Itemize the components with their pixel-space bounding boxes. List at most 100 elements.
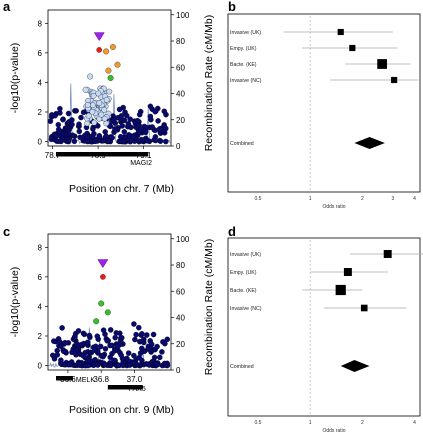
snp-point (112, 347, 118, 354)
ld-point (90, 93, 97, 99)
x-tick-label: 1 (309, 196, 312, 202)
snp-point (92, 138, 99, 144)
snp-point (111, 117, 117, 124)
highlight-point (105, 67, 112, 74)
snp-point (55, 121, 62, 128)
snp-point (161, 108, 168, 115)
lead-snp-triangle (93, 32, 105, 42)
snp-point (147, 103, 154, 110)
snp-point (91, 347, 98, 353)
plot-frame (47, 233, 172, 371)
snp-point (47, 118, 54, 124)
snp-point (51, 338, 57, 344)
x-tick-label: 2 (361, 420, 364, 426)
snp-point (163, 138, 169, 145)
row-label: Bacte. (KE) (230, 288, 257, 294)
snp-point (139, 345, 145, 352)
snp-point (65, 138, 72, 145)
snp-point (55, 336, 62, 342)
lead-snp-triangle (97, 259, 109, 269)
snp-point (80, 330, 87, 337)
ld-point (84, 120, 91, 127)
ld-point (85, 112, 92, 119)
snp-point (119, 123, 126, 129)
y-tick-label: 2 (38, 332, 43, 341)
y-tick-label: 6 (38, 49, 43, 58)
snp-point (113, 330, 120, 336)
snp-point (48, 136, 55, 143)
snp-point (69, 121, 75, 128)
snp-point (96, 132, 103, 139)
snp-point (90, 126, 96, 132)
snp-point (137, 338, 143, 345)
odds-ratio-box (343, 268, 352, 276)
ld-point (95, 90, 102, 97)
y2-tick-label: 40 (176, 90, 185, 99)
snp-point (136, 122, 142, 129)
y2-tick-label: 0 (176, 366, 181, 375)
x-tick-label: 4 (413, 196, 416, 202)
highlight-point (109, 44, 116, 51)
y2-tick-label: 60 (176, 287, 185, 296)
snp-point (121, 129, 128, 135)
snp-point (116, 106, 123, 113)
snp-point (139, 331, 145, 337)
y2-tick-label: 60 (176, 63, 185, 72)
snp-point (136, 324, 142, 331)
plot-frame (227, 13, 421, 193)
row-label: Empy. (UK) (230, 270, 257, 276)
x-tick-label: 36.8 (93, 375, 109, 384)
ld-point (101, 106, 108, 113)
ld-point (90, 102, 96, 109)
snp-point (50, 352, 56, 359)
snp-point (112, 126, 118, 132)
y2-tick-label: 100 (176, 11, 190, 20)
snp-point (136, 111, 143, 118)
lead-snp-replication (96, 47, 102, 53)
x-axis-title: Odds ratio (322, 428, 345, 434)
odds-ratio-box (383, 250, 392, 258)
plot-frame (227, 237, 421, 417)
snp-point (140, 137, 146, 143)
snp-point (100, 353, 106, 360)
snp-point (144, 137, 151, 144)
snp-point (107, 327, 114, 333)
snp-point (85, 362, 91, 369)
snp-point (118, 352, 124, 358)
snp-point (125, 350, 132, 356)
snp-point (76, 121, 82, 127)
snp-point (58, 138, 64, 145)
y-tick-label: 8 (38, 19, 43, 28)
snp-point (74, 341, 81, 347)
snp-point (102, 362, 109, 368)
plot-frame (47, 9, 172, 147)
gene-label: PAX5 (128, 386, 145, 393)
row-label: Invasive (NC) (230, 306, 262, 312)
snp-point (146, 362, 152, 368)
combined-label: Combined (230, 141, 254, 147)
row-label: Invasive (UK) (230, 30, 261, 36)
snp-point (105, 337, 111, 344)
snp-point (90, 362, 97, 369)
highlight-point (114, 61, 121, 68)
snp-point (84, 339, 91, 346)
snp-point (120, 138, 127, 145)
ld-point (106, 88, 113, 95)
y2-tick-label: 80 (176, 261, 185, 270)
snp-point (162, 340, 168, 347)
snp-point (62, 362, 69, 368)
snp-point (147, 113, 154, 120)
highlight-point (107, 74, 114, 81)
y-axis-title: -log10(p-value) (9, 43, 21, 114)
snp-point (120, 362, 126, 369)
odds-ratio-box (391, 76, 398, 84)
x-axis-title: Position on chr. 9 (Mb) (69, 404, 174, 416)
snp-point (102, 346, 109, 352)
highlight-point (93, 318, 100, 325)
snp-point (125, 121, 132, 127)
snp-point (159, 349, 165, 355)
combined-diamond (340, 360, 370, 372)
x-tick-label: 0.5 (255, 420, 262, 426)
x-tick-label: 37.0 (127, 375, 143, 384)
y2-tick-label: 40 (176, 314, 185, 323)
